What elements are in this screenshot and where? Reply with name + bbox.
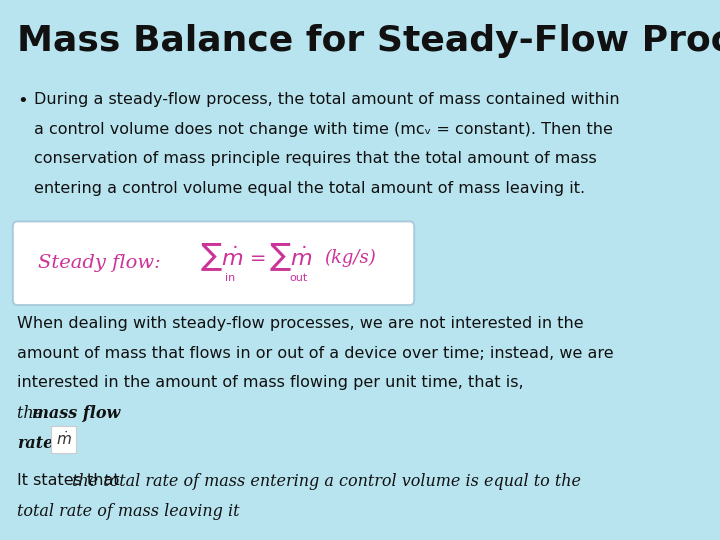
- Text: During a steady-flow process, the total amount of mass contained within: During a steady-flow process, the total …: [34, 92, 620, 107]
- Text: It states that: It states that: [17, 473, 125, 488]
- Text: When dealing with steady-flow processes, we are not interested in the: When dealing with steady-flow processes,…: [17, 316, 584, 331]
- Text: •: •: [17, 92, 28, 110]
- Text: the total rate of mass entering a control volume is equal to the: the total rate of mass entering a contro…: [72, 473, 581, 490]
- Text: $=$: $=$: [246, 247, 266, 266]
- Text: Steady flow:: Steady flow:: [38, 254, 161, 272]
- Text: in: in: [225, 273, 235, 284]
- Text: $\sum \dot{m}$: $\sum \dot{m}$: [200, 241, 244, 273]
- Text: mass flow: mass flow: [32, 405, 120, 422]
- Text: $\dot{m}$: $\dot{m}$: [55, 430, 71, 448]
- Text: a control volume does not change with time (mᴄᵥ = constant). Then the: a control volume does not change with ti…: [34, 122, 613, 137]
- Text: interested in the amount of mass flowing per unit time, that is,: interested in the amount of mass flowing…: [17, 375, 523, 390]
- Text: amount of mass that flows in or out of a device over time; instead, we are: amount of mass that flows in or out of a…: [17, 346, 613, 361]
- Text: entering a control volume equal the total amount of mass leaving it.: entering a control volume equal the tota…: [34, 181, 585, 196]
- Text: $\sum \dot{m}$: $\sum \dot{m}$: [269, 241, 312, 273]
- Text: rate: rate: [17, 435, 53, 451]
- Text: conservation of mass principle requires that the total amount of mass: conservation of mass principle requires …: [34, 151, 597, 166]
- FancyBboxPatch shape: [13, 221, 414, 305]
- Text: the: the: [17, 405, 48, 422]
- Text: (kg/s): (kg/s): [324, 249, 376, 267]
- Text: out: out: [289, 273, 307, 284]
- Text: total rate of mass leaving it: total rate of mass leaving it: [17, 503, 240, 520]
- Text: Mass Balance for Steady-Flow Processes: Mass Balance for Steady-Flow Processes: [17, 24, 720, 58]
